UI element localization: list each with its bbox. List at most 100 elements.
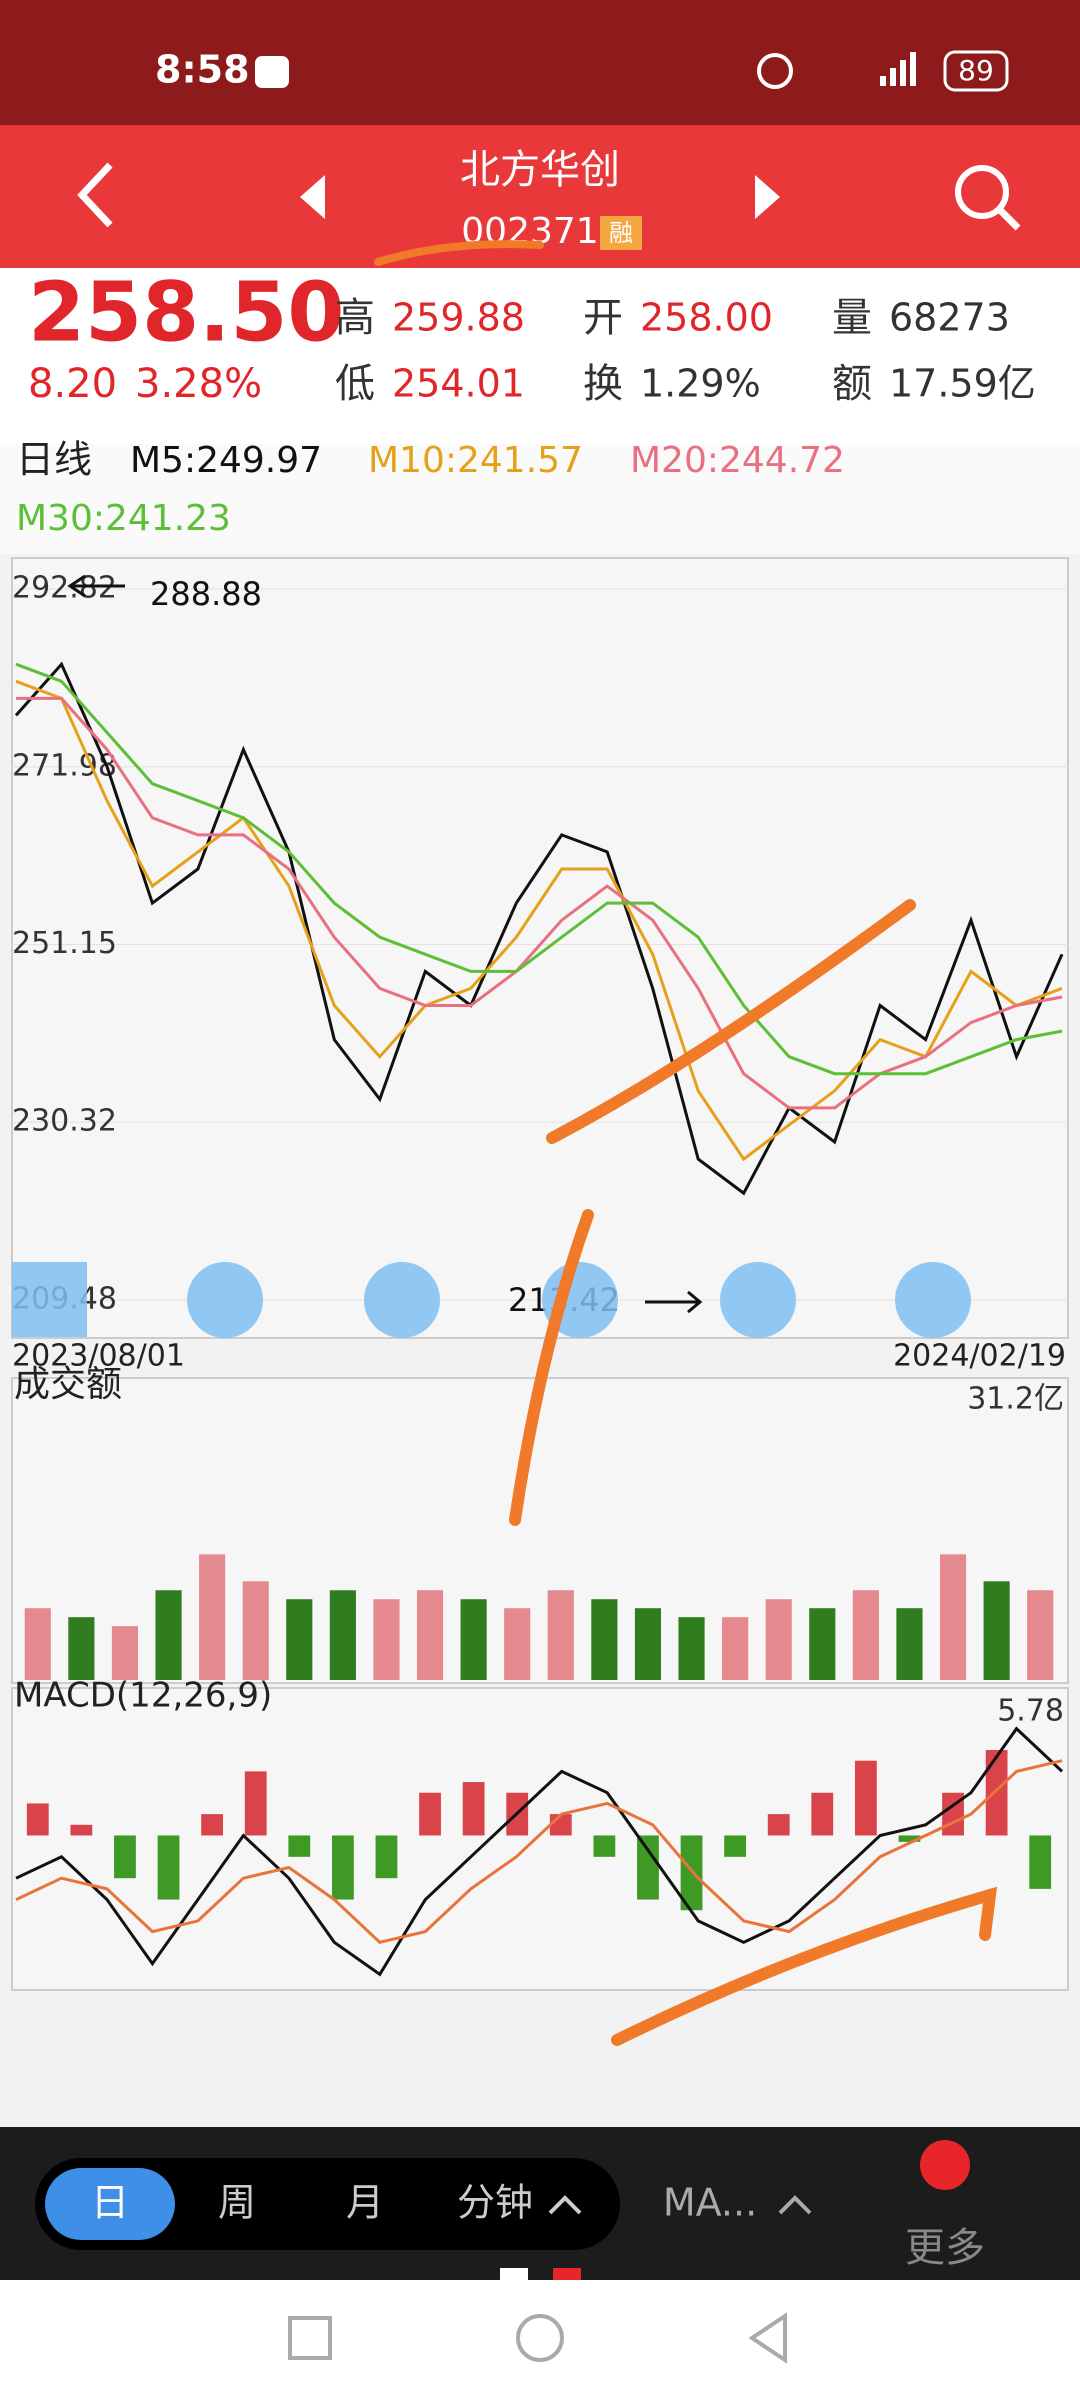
y-tick-label: 31.2亿 xyxy=(967,1382,1064,1417)
margin-tag: 融 xyxy=(609,219,633,247)
period-tabs xyxy=(35,2158,620,2250)
ma-line xyxy=(14,661,1064,1196)
indicator xyxy=(553,2268,581,2280)
macd-bar xyxy=(985,1750,1008,1836)
high-price-label: 288.88 xyxy=(150,575,262,613)
ma-line xyxy=(15,662,1063,1076)
tab-selected xyxy=(45,2168,175,2240)
stat-label: 量 xyxy=(832,295,872,341)
price-change: 8.20 xyxy=(28,361,117,407)
macd-bar xyxy=(157,1835,180,1900)
tab[interactable]: MA... xyxy=(663,2181,757,2225)
notify-icon xyxy=(255,56,289,88)
macd-bar xyxy=(462,1782,485,1836)
alarm-icon xyxy=(757,53,793,89)
nav-bar xyxy=(0,2280,1080,2400)
annotation-strokes xyxy=(509,899,998,2046)
volume-bar xyxy=(199,1554,226,1680)
price-change-pct: 3.28% xyxy=(135,361,262,407)
search-button[interactable] xyxy=(955,165,1021,231)
volume-bar xyxy=(547,1590,574,1680)
volume-bar xyxy=(416,1590,444,1680)
last-price: 258.50 xyxy=(28,265,344,360)
period-label: 日线 xyxy=(16,438,92,482)
scroll-forward[interactable] xyxy=(720,1262,796,1338)
macd-bar xyxy=(680,1835,703,1911)
next-stock[interactable] xyxy=(755,175,780,219)
stat-label: 额 xyxy=(832,361,872,407)
macd-bar xyxy=(419,1792,441,1836)
fullscreen[interactable] xyxy=(895,1262,971,1338)
stat-value: 254.01 xyxy=(392,362,525,406)
macd-bar xyxy=(244,1771,267,1836)
tab[interactable]: 月 xyxy=(346,2181,384,2225)
macd-bar xyxy=(811,1792,834,1836)
quote-panel xyxy=(0,268,1080,444)
volume-bar xyxy=(373,1599,400,1680)
ma-line xyxy=(16,696,1063,1110)
ma-legend xyxy=(0,444,1080,554)
volume-bar xyxy=(765,1599,792,1680)
volume-bar xyxy=(111,1626,139,1680)
volume-bar xyxy=(68,1617,95,1680)
battery-level: 89 xyxy=(958,54,994,87)
back-button[interactable] xyxy=(77,162,113,228)
ma-label: M10:241.57 xyxy=(368,440,583,481)
battery-icon xyxy=(943,50,1009,92)
volume-bar xyxy=(678,1617,705,1680)
clock: 8:58 xyxy=(155,48,250,92)
arrow xyxy=(645,1290,703,1314)
tab[interactable]: 周 xyxy=(218,2181,256,2225)
macd-bar xyxy=(549,1814,572,1836)
stat-label: 换 xyxy=(583,361,623,407)
zoom-out[interactable] xyxy=(364,1262,440,1338)
volume-bar xyxy=(286,1599,313,1680)
volume-bar xyxy=(634,1608,662,1680)
start-date: 2023/08/01 xyxy=(12,1339,185,1374)
signal-icon xyxy=(880,52,916,86)
zoom-in[interactable] xyxy=(187,1262,263,1338)
chevron xyxy=(548,2195,582,2215)
more-button[interactable]: 更多 xyxy=(905,2225,985,2271)
volume-bar xyxy=(329,1590,356,1680)
macd-bar xyxy=(288,1835,311,1857)
macd-bar xyxy=(1029,1835,1052,1889)
macd-bar xyxy=(201,1814,224,1836)
end-date: 2024/02/19 xyxy=(893,1339,1066,1374)
stat-value: 68273 xyxy=(889,296,1010,340)
tab[interactable]: 分钟 xyxy=(457,2181,533,2225)
back-nav-button[interactable] xyxy=(748,2312,787,2364)
stat-label: 低 xyxy=(335,361,375,407)
y-tick-label: 292.82 xyxy=(12,571,117,606)
prev-stock[interactable] xyxy=(300,175,325,219)
price-panel xyxy=(11,557,1069,1339)
stat-value: 1.29% xyxy=(640,362,761,406)
ma-line xyxy=(15,1726,1064,1977)
macd-title: MACD(12,26,9) xyxy=(14,1676,272,1716)
volume-bar xyxy=(24,1608,51,1680)
volume-bar xyxy=(939,1554,967,1680)
volume-bar xyxy=(591,1599,618,1680)
ma-label: M30:241.23 xyxy=(16,498,231,539)
stat-value: 17.59亿 xyxy=(889,362,1036,406)
macd-bar xyxy=(331,1835,354,1900)
volume-bar xyxy=(460,1599,487,1680)
recents-button[interactable] xyxy=(288,2316,332,2360)
home-button[interactable] xyxy=(516,2314,564,2362)
macd-bar xyxy=(593,1835,616,1857)
macd-bar xyxy=(854,1760,877,1836)
macd-bar xyxy=(637,1835,659,1900)
tab[interactable]: 日 xyxy=(91,2181,129,2225)
y-tick-label: 251.15 xyxy=(12,926,117,961)
volume-title: 成交额 xyxy=(14,1364,122,1405)
stat-label: 高 xyxy=(335,295,375,341)
macd-bar xyxy=(724,1835,747,1857)
y-tick-label: 271.98 xyxy=(12,748,117,783)
y-tick-label: 5.78 xyxy=(997,1694,1064,1729)
y-tick-label: 230.32 xyxy=(12,1104,117,1139)
stat-value: 259.88 xyxy=(392,296,525,340)
scroll-left[interactable] xyxy=(12,1262,87,1337)
macd-bar xyxy=(114,1835,136,1879)
volume-bar xyxy=(155,1590,182,1680)
